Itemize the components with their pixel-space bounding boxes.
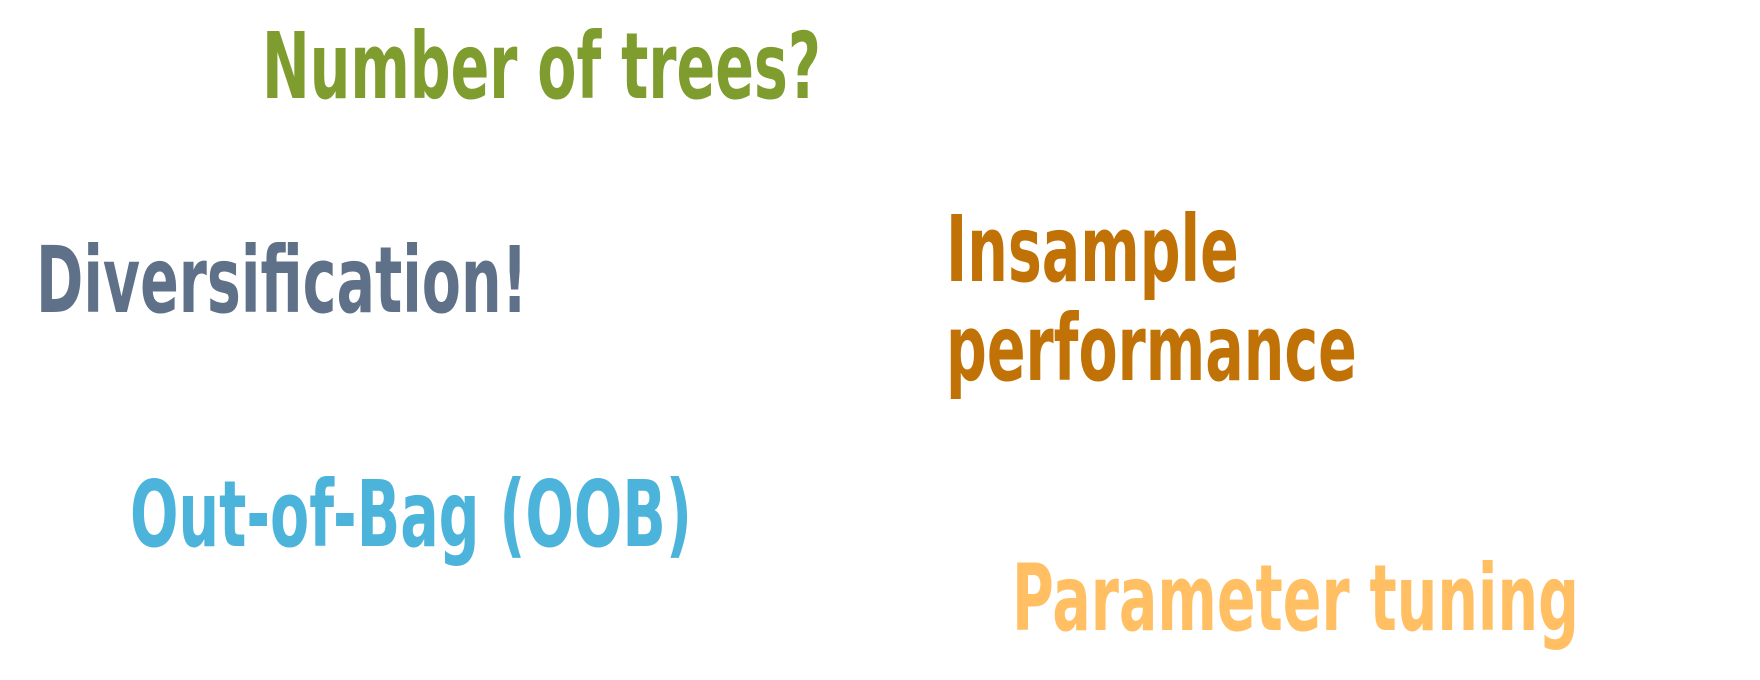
phrase-insample-performance: Insample performance: [946, 200, 1357, 399]
phrase-number-of-trees: Number of trees?: [262, 13, 821, 120]
phrase-insample-line: Insample: [946, 196, 1239, 303]
phrase-performance-line: performance: [946, 295, 1357, 403]
phrase-diversification: Diversification!: [36, 227, 528, 334]
phrase-parameter-tuning: Parameter tuning: [1012, 545, 1579, 652]
phrase-out-of-bag: Out-of-Bag (OOB): [130, 461, 692, 568]
